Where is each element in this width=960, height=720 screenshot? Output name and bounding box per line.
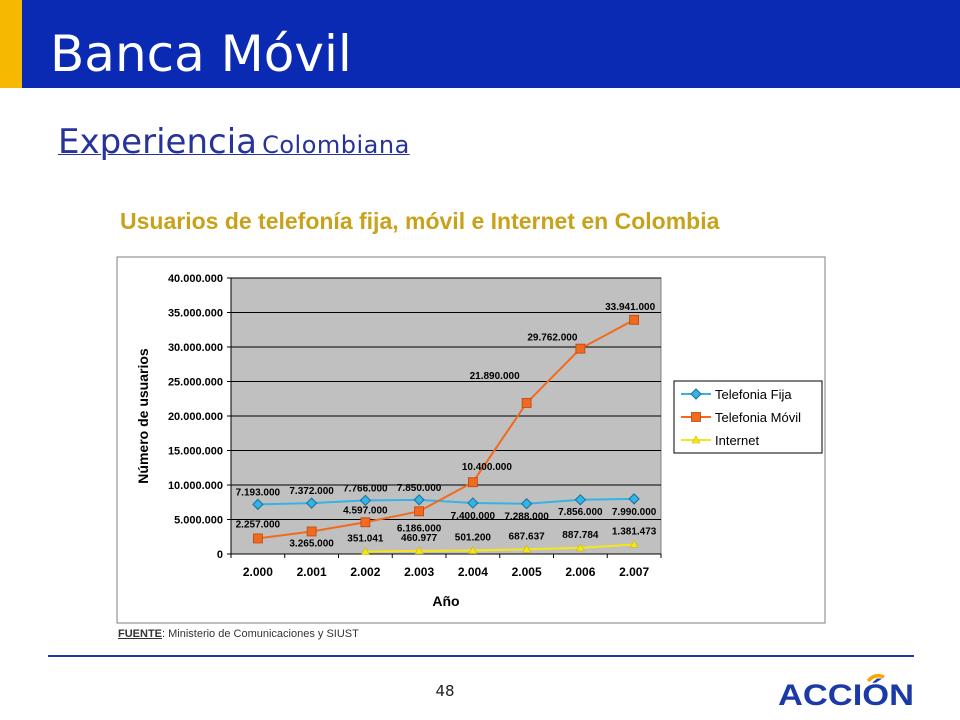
legend-marker bbox=[690, 388, 702, 400]
series-point bbox=[628, 493, 640, 505]
subtitle-main: Experiencia bbox=[58, 122, 257, 162]
slide-title: Banca Móvil bbox=[50, 25, 352, 83]
data-labels-layer: 7.193.000 7.372.000 7.766.000 7.850.000 7.40… bbox=[236, 302, 657, 550]
series-point bbox=[360, 546, 370, 555]
x-tick-label: 2.003 bbox=[404, 565, 434, 579]
series-point bbox=[629, 539, 639, 548]
series-point bbox=[305, 497, 318, 509]
series-point bbox=[413, 494, 425, 506]
x-tick-label: 2.000 bbox=[243, 565, 273, 579]
data-label: 7.400.000 bbox=[451, 511, 496, 522]
data-label: 21.890.000 bbox=[470, 371, 520, 382]
y-tick-label: 30.000.000 bbox=[168, 342, 223, 354]
gridlines bbox=[231, 277, 661, 520]
series-point bbox=[360, 517, 371, 528]
data-label: 29.762.000 bbox=[527, 333, 577, 344]
series-point bbox=[414, 546, 424, 555]
data-label: 687.637 bbox=[509, 531, 546, 542]
header-accent-stripe bbox=[0, 0, 22, 88]
x-tick-label: 2.001 bbox=[297, 565, 327, 579]
data-label: 7.288.000 bbox=[504, 512, 549, 523]
series-point bbox=[414, 506, 425, 517]
data-label: 6.186.000 bbox=[397, 523, 442, 534]
data-label: 7.856.000 bbox=[558, 507, 603, 518]
y-tick-label: 25.000.000 bbox=[168, 377, 223, 389]
series-layer bbox=[252, 314, 640, 555]
source-note: FUENTE: Ministerio de Comunicaciones y S… bbox=[118, 628, 359, 640]
page-number: 48 bbox=[435, 682, 455, 700]
x-axis-label: Año bbox=[432, 593, 459, 609]
series-point bbox=[574, 494, 587, 506]
x-axis-ticks: 2.000 2.001 2.002 2.003 2.004 2.005 2.006 2.007 bbox=[230, 278, 662, 579]
y-tick-label: 40.000.000 bbox=[168, 273, 223, 285]
series-point bbox=[252, 498, 264, 511]
legend-marker bbox=[691, 412, 701, 422]
data-label: 7.766.000 bbox=[343, 483, 388, 494]
data-label: 33.941.000 bbox=[605, 302, 655, 313]
series-point bbox=[629, 314, 640, 325]
source-label: FUENTE bbox=[118, 628, 162, 640]
series-line bbox=[257, 318, 635, 540]
y-axis-ticks: 0 5.000.000 10.000.000 15.000.000 20.000.000… bbox=[168, 273, 231, 561]
data-label: 7.193.000 bbox=[236, 487, 281, 498]
series-point bbox=[467, 477, 478, 488]
y-tick-label: 35.000.000 bbox=[168, 308, 223, 320]
data-label: 501.200 bbox=[455, 533, 492, 544]
legend-label: Internet bbox=[715, 433, 759, 448]
slide-subtitle: Experiencia Colombiana bbox=[58, 120, 410, 170]
data-label: 460.977 bbox=[401, 533, 438, 544]
logo-accent-arc bbox=[866, 673, 885, 683]
chart-title: Usuarios de telefonía fija, móvil e Inte… bbox=[120, 208, 720, 234]
series-point bbox=[252, 533, 263, 544]
series-point bbox=[575, 543, 585, 552]
y-tick-label: 15.000.000 bbox=[168, 446, 223, 458]
legend-label: Telefonia Móvil bbox=[715, 410, 801, 425]
x-tick-label: 2.004 bbox=[458, 565, 488, 579]
series-point bbox=[520, 498, 533, 510]
legend: Telefonia Fija Telefonia Móvil Internet bbox=[681, 387, 801, 448]
footer-divider bbox=[48, 655, 914, 657]
x-tick-label: 2.005 bbox=[512, 565, 542, 579]
series-point bbox=[306, 526, 317, 537]
series-point bbox=[468, 545, 478, 554]
logo-text: ACCIÓN bbox=[778, 678, 914, 712]
x-tick-label: 2.006 bbox=[565, 565, 595, 579]
x-tick-label: 2.007 bbox=[619, 565, 649, 579]
data-label: 10.400.000 bbox=[462, 462, 512, 473]
series-point bbox=[575, 343, 586, 354]
series-line bbox=[257, 497, 635, 506]
series-point bbox=[467, 497, 479, 509]
y-tick-label: 10.000.000 bbox=[168, 480, 223, 492]
header-bar bbox=[0, 0, 960, 88]
series-point bbox=[522, 544, 532, 553]
y-tick-label: 5.000.000 bbox=[174, 515, 223, 527]
legend-label: Telefonia Fija bbox=[715, 387, 792, 402]
data-label: 7.372.000 bbox=[289, 486, 334, 497]
data-label: 2.257.000 bbox=[236, 519, 281, 530]
y-tick-label: 0 bbox=[217, 549, 223, 561]
legend-marker bbox=[691, 435, 701, 444]
series-point bbox=[359, 494, 372, 507]
data-label: 4.597.000 bbox=[343, 505, 388, 516]
data-label: 351.041 bbox=[347, 534, 384, 545]
y-tick-label: 20.000.000 bbox=[168, 411, 223, 423]
data-label: 1.381.473 bbox=[612, 526, 657, 537]
accion-logo: ACCIÓN bbox=[778, 673, 914, 712]
y-axis-label: Número de usuarios bbox=[135, 348, 151, 484]
series-point bbox=[521, 398, 532, 408]
data-label: 7.990.000 bbox=[612, 507, 657, 518]
data-label: 3.265.000 bbox=[289, 538, 334, 549]
subtitle-sub: Colombiana bbox=[262, 131, 410, 159]
data-label: 7.850.000 bbox=[397, 483, 442, 494]
data-label: 887.784 bbox=[562, 530, 599, 541]
series-line bbox=[365, 543, 635, 553]
source-text: : Ministerio de Comunicaciones y SIUST bbox=[162, 628, 359, 640]
x-tick-label: 2.002 bbox=[350, 565, 380, 579]
